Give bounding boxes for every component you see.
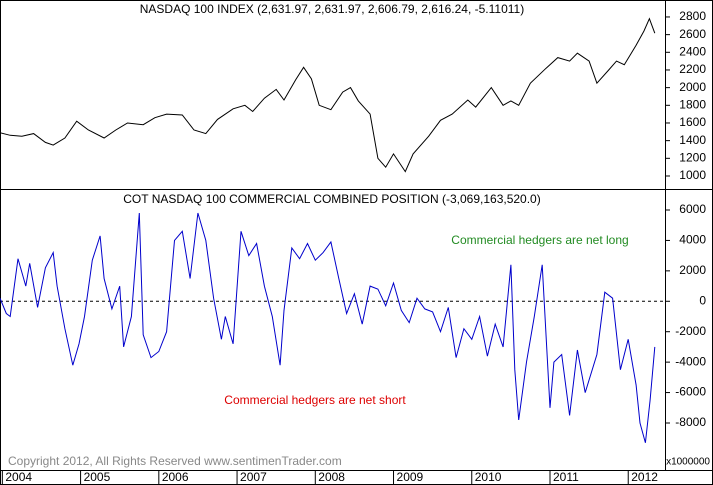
y-tick-label: -2000 xyxy=(675,324,706,338)
x-tick-label: 2004 xyxy=(5,470,32,484)
x-tick-label: 2005 xyxy=(84,470,111,484)
y-tick-label: 1200 xyxy=(679,150,706,164)
copyright: Copyright 2012, All Rights Reserved www.… xyxy=(8,454,342,468)
y-tick-label: 2000 xyxy=(679,80,706,94)
x-tick-label: 2008 xyxy=(318,470,345,484)
y-tick-label: 4000 xyxy=(679,233,706,247)
y-unit: x1000000 xyxy=(666,457,710,468)
x-tick-label: 2012 xyxy=(631,470,658,484)
y-tick-label: 2200 xyxy=(679,62,706,76)
x-tick-label: 2006 xyxy=(162,470,189,484)
y-tick-label: 1800 xyxy=(679,97,706,111)
y-tick-label: 1000 xyxy=(679,168,706,182)
y-tick-label: 2600 xyxy=(679,27,706,41)
y-tick-label: 1600 xyxy=(679,115,706,129)
y-tick-label: 6000 xyxy=(679,202,706,216)
bottom-title: COT NASDAQ 100 COMMERCIAL COMBINED POSIT… xyxy=(123,192,540,206)
annotation-short: Commercial hedgers are net short xyxy=(224,393,406,407)
y-tick-label: 0 xyxy=(699,293,706,307)
top-title: NASDAQ 100 INDEX (2,631.97, 2,631.97, 2,… xyxy=(140,2,524,16)
annotation-long: Commercial hedgers are net long xyxy=(451,233,628,247)
y-tick-label: 2400 xyxy=(679,44,706,58)
x-tick-label: 2007 xyxy=(240,470,267,484)
y-tick-label: 2000 xyxy=(679,263,706,277)
x-tick-label: 2011 xyxy=(553,470,579,484)
y-tick-label: 1400 xyxy=(679,133,706,147)
y-tick-label: -8000 xyxy=(675,415,706,429)
x-tick-label: 2009 xyxy=(397,470,424,484)
y-tick-label: -4000 xyxy=(675,354,706,368)
price-line xyxy=(0,17,656,173)
price-line xyxy=(0,212,656,443)
x-tick-label: 2010 xyxy=(475,470,502,484)
y-tick-label: -6000 xyxy=(675,385,706,399)
y-tick-label: 2800 xyxy=(679,9,706,23)
